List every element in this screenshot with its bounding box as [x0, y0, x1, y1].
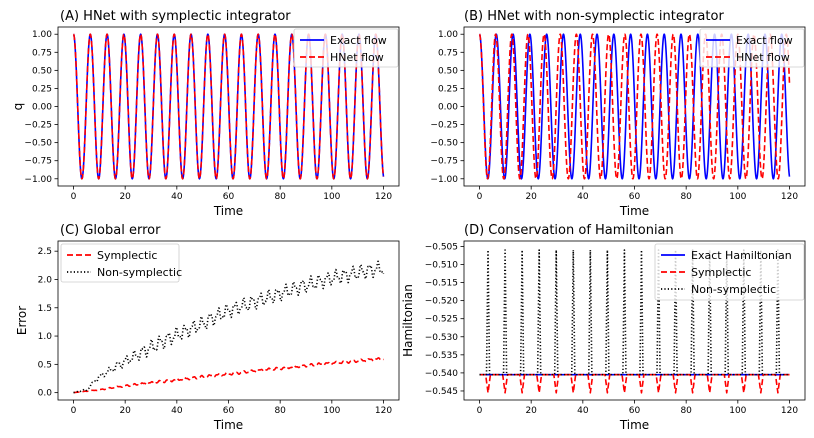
y-tick-label: −0.545 — [425, 387, 458, 397]
x-tick-label: 100 — [323, 192, 340, 202]
y-tick-label: −0.520 — [425, 297, 459, 307]
x-tick-label: 120 — [781, 192, 798, 202]
y-tick-label: 0.25 — [438, 84, 458, 94]
series-line-symplectic — [478, 373, 791, 394]
y-tick-label: 0.5 — [38, 360, 52, 370]
x-tick-label: 60 — [223, 406, 235, 416]
y-tick-label: 1.5 — [38, 304, 52, 314]
x-tick-label: 40 — [577, 192, 589, 202]
x-tick-label: 40 — [577, 406, 589, 416]
legend-entry: Symplectic — [691, 266, 751, 279]
y-tick-label: −0.530 — [425, 333, 459, 343]
x-tick-label: 80 — [274, 406, 286, 416]
y-tick-label: 1.0 — [38, 332, 53, 342]
legend-box — [60, 243, 180, 283]
y-tick-label: 0.75 — [32, 48, 52, 58]
y-tick-label: −1.00 — [430, 175, 458, 185]
legend: Symplectic Non-symplectic — [60, 243, 182, 283]
legend-entry: Exact flow — [736, 34, 793, 47]
y-tick-label: −0.25 — [24, 121, 52, 131]
x-tick-label: 60 — [223, 192, 235, 202]
chart-title: (B) HNet with non-symplectic integrator — [464, 9, 724, 24]
x-axis-label: Time — [619, 204, 649, 218]
chart-title: (C) Global error — [60, 223, 161, 238]
y-tick-label: −1.00 — [24, 175, 52, 185]
y-tick-label: 0.00 — [32, 103, 52, 113]
y-tick-label: −0.515 — [425, 279, 458, 289]
x-tick-label: 40 — [171, 192, 183, 202]
series-group — [72, 260, 385, 394]
y-tick-label: 1.00 — [438, 30, 458, 40]
chart-title: (A) HNet with symplectic integrator — [60, 9, 291, 24]
y-tick-label: 2.5 — [38, 247, 52, 257]
y-tick-label: 0.50 — [438, 66, 458, 76]
y-tick-label: −0.50 — [24, 139, 52, 149]
panel-a-symplectic: (A) HNet with symplectic integrator 0 20 40… — [11, 9, 400, 218]
x-tick-label: 20 — [525, 406, 537, 416]
series-group — [478, 249, 791, 394]
y-tick-label: 0.0 — [38, 389, 53, 399]
y-tick-label: 0.00 — [438, 103, 458, 113]
y-tick-label: −0.505 — [425, 242, 458, 252]
series-group — [72, 33, 385, 180]
y-tick-label: 2.0 — [38, 275, 53, 285]
x-tick-label: 20 — [525, 192, 537, 202]
legend-entry: Non-symplectic — [691, 283, 776, 296]
y-tick-label: −0.75 — [430, 157, 458, 167]
y-axis-label: Hamiltonian — [401, 284, 415, 357]
y-tick-label: −0.25 — [430, 121, 458, 131]
x-tick-label: 120 — [781, 406, 798, 416]
x-axis-label: Time — [213, 418, 243, 432]
legend-entry: Non-symplectic — [97, 266, 182, 279]
x-tick-label: 0 — [71, 406, 77, 416]
chart-title: (D) Conservation of Hamiltonian — [464, 223, 674, 238]
x-tick-label: 80 — [680, 192, 692, 202]
x-tick-label: 0 — [71, 192, 77, 202]
x-axis-label: Time — [619, 418, 649, 432]
x-tick-label: 20 — [119, 406, 131, 416]
y-tick-label: −0.535 — [425, 351, 458, 361]
panel-c-global-error: (C) Global error 0 20 40 60 80 100 120 0.0 0.5 1.0… — [15, 223, 400, 432]
legend-entry: HNet flow — [736, 51, 790, 64]
x-tick-label: 60 — [629, 406, 641, 416]
legend-entry: Exact Hamiltonian — [691, 249, 792, 262]
y-axis-label: q — [11, 103, 25, 111]
legend-entry: Exact flow — [330, 34, 387, 47]
legend: Exact flow HNet flow — [293, 28, 399, 68]
y-tick-label: −0.540 — [425, 369, 459, 379]
legend: Exact Hamiltonian Symplectic Non-symplecti… — [654, 243, 805, 301]
y-tick-label: 0.50 — [32, 66, 52, 76]
legend-entry: HNet flow — [330, 51, 384, 64]
y-axis-label: Error — [15, 306, 29, 335]
y-tick-label: 0.25 — [32, 84, 52, 94]
x-axis-label: Time — [213, 204, 243, 218]
y-tick-label: 0.75 — [438, 48, 458, 58]
x-tick-label: 80 — [680, 406, 692, 416]
x-tick-label: 60 — [629, 192, 641, 202]
x-tick-label: 100 — [323, 406, 340, 416]
y-tick-label: −0.50 — [430, 139, 458, 149]
panel-b-non-symplectic: (B) HNet with non-symplectic integrator 0… — [430, 9, 806, 218]
y-tick-label: −0.75 — [24, 157, 52, 167]
panel-d-hamiltonian: (D) Conservation of Hamiltonian 0 20 40 60 80… — [401, 223, 806, 432]
series-line-exact-flow — [478, 33, 791, 180]
legend: Exact flow HNet flow — [699, 28, 805, 68]
x-tick-label: 0 — [477, 192, 483, 202]
x-tick-label: 20 — [119, 192, 131, 202]
x-tick-label: 40 — [171, 406, 183, 416]
y-tick-label: −0.510 — [425, 260, 459, 270]
legend-entry: Symplectic — [97, 249, 157, 262]
legend-box — [654, 243, 805, 301]
series-line-hnet-flow — [72, 33, 385, 180]
series-line-symplectic — [72, 357, 385, 394]
x-tick-label: 120 — [375, 192, 392, 202]
x-tick-label: 100 — [729, 192, 746, 202]
y-tick-label: −0.525 — [425, 315, 458, 325]
x-tick-label: 80 — [274, 192, 286, 202]
x-tick-label: 0 — [477, 406, 483, 416]
x-tick-label: 100 — [729, 406, 746, 416]
x-tick-label: 120 — [375, 406, 392, 416]
y-tick-label: 1.00 — [32, 30, 52, 40]
